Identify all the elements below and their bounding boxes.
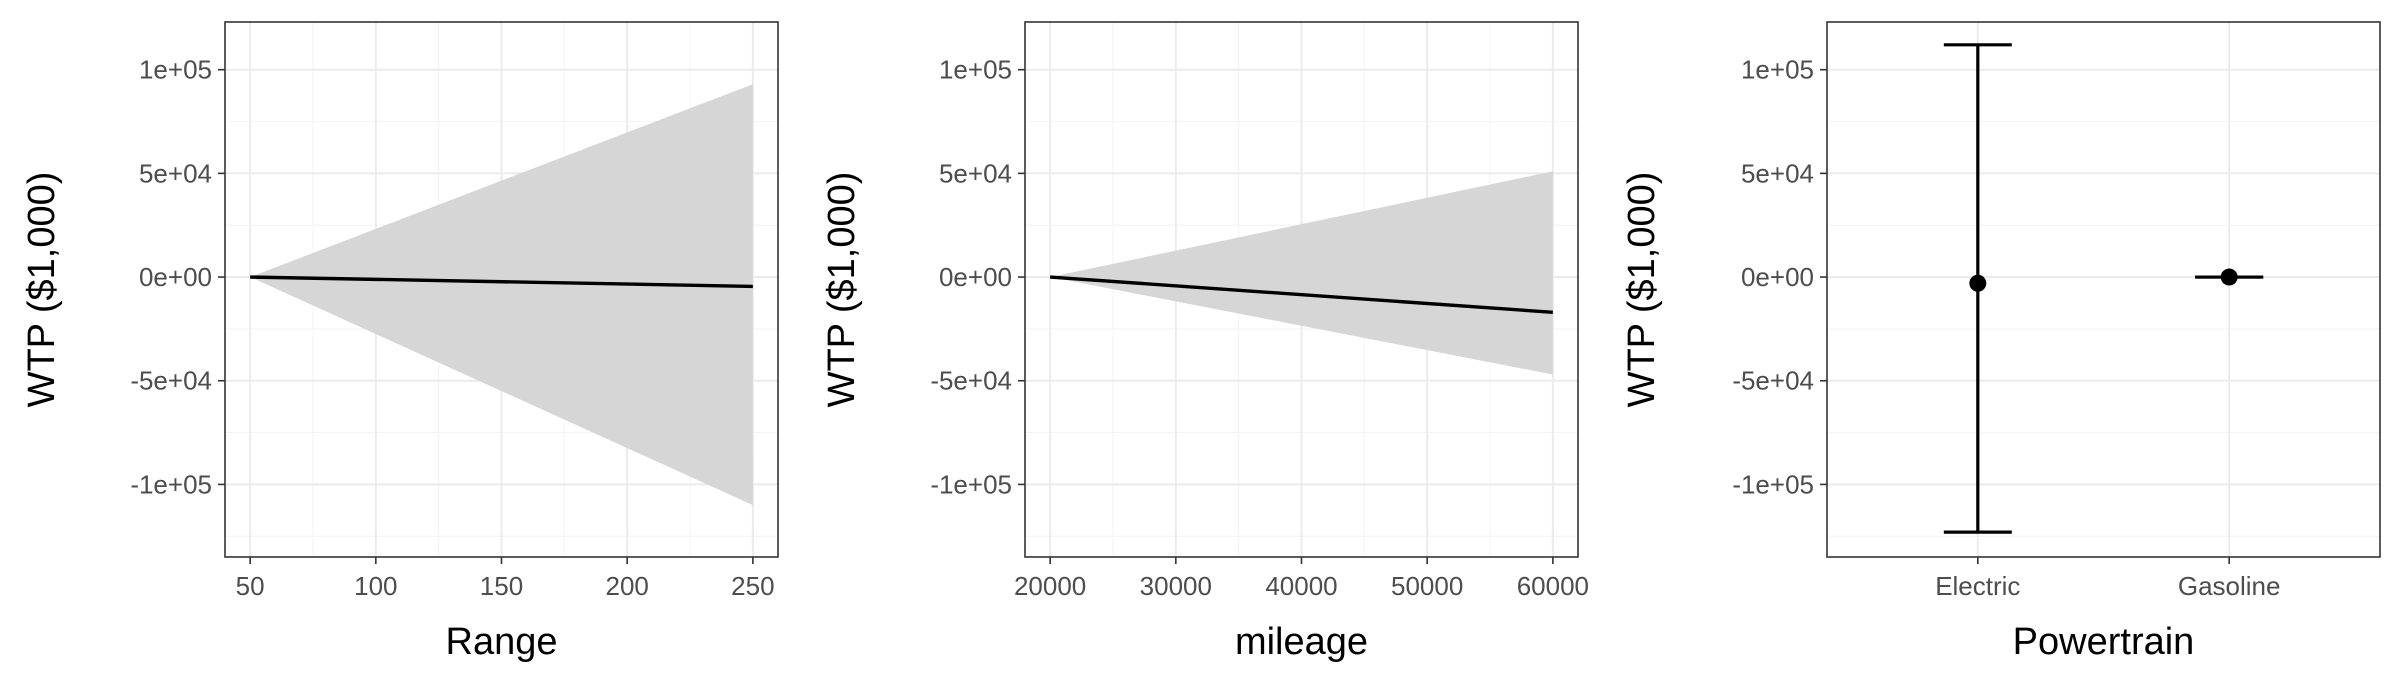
- x-tick-label: 50000: [1391, 571, 1463, 601]
- x-tick-label: 200: [605, 571, 648, 601]
- x-axis-title: Powertrain: [2013, 621, 2195, 663]
- series-line: [250, 275, 753, 289]
- y-tick-label: 1e+05: [1741, 55, 1814, 85]
- x-tick-label: 50: [236, 571, 265, 601]
- confidence-band: [250, 84, 753, 506]
- x-tick-label: 30000: [1140, 571, 1212, 601]
- point-gasoline: [2220, 268, 2238, 286]
- x-tick-label: Electric: [1935, 571, 2020, 601]
- y-tick-label: -5e+04: [930, 366, 1012, 396]
- x-tick-label: Gasoline: [2178, 571, 2281, 601]
- panel-border: [1826, 21, 2381, 558]
- y-tick-label: 5e+04: [139, 158, 212, 188]
- x-tick-label: 250: [731, 571, 774, 601]
- y-tick-label: 1e+05: [139, 55, 212, 85]
- y-axis-title: WTP ($1,000): [1621, 172, 1663, 408]
- y-tick-label: -1e+05: [930, 469, 1012, 499]
- x-tick-label: 20000: [1014, 571, 1086, 601]
- series-line: [1050, 275, 1553, 315]
- x-tick-label: 60000: [1517, 571, 1589, 601]
- y-axis-title: WTP ($1,000): [821, 172, 863, 408]
- x-axis-title: Range: [446, 621, 558, 663]
- point-electric: [1969, 274, 1987, 292]
- y-tick-label: -5e+04: [130, 366, 212, 396]
- confidence-band: [1050, 171, 1553, 375]
- y-axis-title: WTP ($1,000): [21, 172, 63, 408]
- x-tick-label: 150: [480, 571, 523, 601]
- y-tick-label: -1e+05: [130, 469, 212, 499]
- panel-mileage: -1e+05 -5e+04 0e+00 5e+04 1e+05 20000 30000 400…: [821, 21, 1589, 663]
- panel-range: -1e+05 -5e+04 0e+00 5e+04 1e+05 50 100 150 200 25…: [21, 21, 779, 663]
- y-tick-label: 5e+04: [1741, 158, 1814, 188]
- y-tick-label: 0e+00: [939, 262, 1012, 292]
- panel-powertrain: -1e+05 -5e+04 0e+00 5e+04 1e+05 Electric Gasol…: [1621, 21, 2381, 663]
- y-tick-label: 0e+00: [139, 262, 212, 292]
- x-tick-label: 40000: [1265, 571, 1337, 601]
- x-axis-title: mileage: [1235, 621, 1368, 663]
- y-tick-label: 5e+04: [939, 158, 1012, 188]
- y-tick-label: -1e+05: [1732, 469, 1814, 499]
- y-tick-label: 1e+05: [939, 55, 1012, 85]
- y-tick-label: -5e+04: [1732, 366, 1814, 396]
- x-tick-label: 100: [354, 571, 397, 601]
- y-tick-label: 0e+00: [1741, 262, 1814, 292]
